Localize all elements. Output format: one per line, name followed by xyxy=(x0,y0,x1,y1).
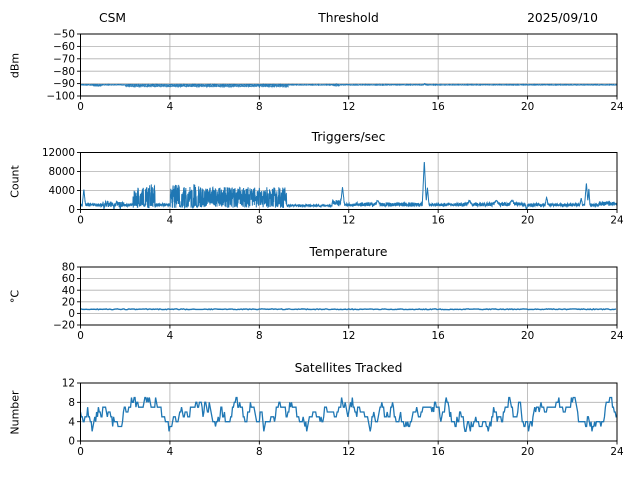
x-tick-label: 0 xyxy=(77,101,84,113)
y-tick-label: 40 xyxy=(62,285,75,297)
y-tick-label: 12000 xyxy=(42,147,75,159)
x-tick-label: 4 xyxy=(167,214,174,226)
trigger-rate-line xyxy=(80,161,617,211)
dbm-axis-label: dBm xyxy=(8,52,22,78)
x-tick-label: 24 xyxy=(610,101,624,113)
x-tick-label: 20 xyxy=(521,446,534,458)
tick-labels: 0 4 8 12 16 20 24 −100−90−80−70−60−50 xyxy=(46,29,624,113)
x-tick-label: 0 xyxy=(77,330,84,342)
x-tick-label: 4 xyxy=(167,446,174,458)
y-tick-label: 0 xyxy=(68,436,75,448)
axes-threshold: 0 4 8 12 16 20 24 −100−90−80−70−60−50 xyxy=(46,29,624,113)
tick-marks xyxy=(77,33,618,100)
y-tick-label: −60 xyxy=(53,41,75,53)
y-tick-label: 8000 xyxy=(49,166,75,178)
x-tick-label: 12 xyxy=(342,101,355,113)
axes-triggers: 0 4 8 12 16 20 24 0 4000 8000 12000 xyxy=(42,147,624,226)
y-tick-label: −100 xyxy=(46,91,75,103)
rf-threshold-level-line xyxy=(80,83,617,87)
x-tick-label: 8 xyxy=(256,101,263,113)
x-tick-label: 8 xyxy=(256,446,263,458)
x-tick-label: 12 xyxy=(342,214,355,226)
x-tick-label: 20 xyxy=(521,101,534,113)
x-tick-label: 16 xyxy=(432,214,445,226)
x-tick-label: 8 xyxy=(256,330,263,342)
satellites-tracked-line xyxy=(80,396,617,432)
y-tick-label: 8 xyxy=(68,397,75,409)
x-tick-label: 12 xyxy=(342,330,355,342)
threshold-plot-title: Threshold xyxy=(318,11,379,25)
x-tick-label: 20 xyxy=(521,330,534,342)
y-tick-label: −20 xyxy=(53,320,75,332)
x-tick-label: 24 xyxy=(610,214,624,226)
grid xyxy=(80,266,618,326)
tick-marks xyxy=(77,266,618,329)
y-tick-label: 4000 xyxy=(49,185,75,197)
number-axis-label: Number xyxy=(8,389,22,435)
y-tick-label: 12 xyxy=(62,378,75,390)
x-tick-label: 4 xyxy=(167,330,174,342)
rf-threshold-dips-line xyxy=(92,83,340,89)
y-tick-label: −50 xyxy=(53,29,75,41)
tick-labels: 0 4 8 12 16 20 24 0 4000 8000 12000 xyxy=(42,147,624,226)
axes-satellites: 0 4 8 12 16 20 24 0 4 8 12 xyxy=(62,378,624,458)
y-tick-label: 60 xyxy=(62,273,75,285)
tick-marks xyxy=(77,152,618,213)
station-id-title: CSM xyxy=(99,11,127,25)
triggers-plot-title: Triggers/sec xyxy=(311,130,386,144)
tick-marks xyxy=(77,382,618,445)
temperature-plot-title: Temperature xyxy=(309,245,388,259)
y-tick-label: −90 xyxy=(53,78,75,90)
y-tick-label: 20 xyxy=(62,296,75,308)
y-tick-label: 80 xyxy=(62,262,75,274)
x-tick-label: 0 xyxy=(77,214,84,226)
x-tick-label: 4 xyxy=(167,101,174,113)
grid xyxy=(80,152,618,210)
x-tick-label: 0 xyxy=(77,446,84,458)
y-tick-label: 0 xyxy=(68,204,75,216)
y-tick-label: −70 xyxy=(53,53,75,65)
x-tick-label: 16 xyxy=(432,101,445,113)
y-tick-label: 4 xyxy=(68,416,75,428)
y-tick-label: 0 xyxy=(68,308,75,320)
x-tick-label: 24 xyxy=(610,446,624,458)
x-tick-label: 8 xyxy=(256,214,263,226)
temperature-reading-line xyxy=(80,308,617,311)
x-tick-label: 20 xyxy=(521,214,534,226)
satellites-plot-title: Satellites Tracked xyxy=(294,361,403,375)
x-tick-label: 16 xyxy=(432,446,445,458)
tick-labels: 0 4 8 12 16 20 24 0 4 8 12 xyxy=(62,378,624,458)
y-tick-label: −80 xyxy=(53,66,75,78)
x-tick-label: 24 xyxy=(610,330,624,342)
count-axis-label: Count xyxy=(8,164,22,198)
x-tick-label: 12 xyxy=(342,446,355,458)
celsius-axis-label: °C xyxy=(8,289,22,303)
date-title: 2025/09/10 xyxy=(527,11,598,25)
x-tick-label: 16 xyxy=(432,330,445,342)
